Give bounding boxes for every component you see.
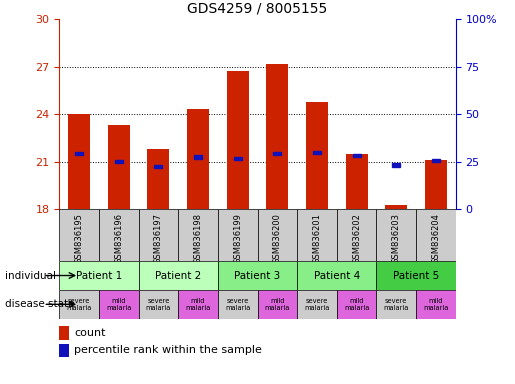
Text: Patient 4: Patient 4: [314, 270, 360, 281]
Text: individual: individual: [5, 270, 56, 281]
Bar: [273, 152, 281, 156]
Bar: [416, 290, 456, 319]
Bar: [108, 125, 130, 209]
Text: Patient 3: Patient 3: [234, 270, 281, 281]
Bar: [337, 290, 376, 319]
Bar: [297, 290, 337, 319]
Text: percentile rank within the sample: percentile rank within the sample: [75, 345, 262, 356]
Bar: [178, 290, 218, 319]
Bar: [99, 209, 139, 261]
Text: GSM836200: GSM836200: [273, 214, 282, 264]
Bar: [392, 163, 400, 167]
Bar: [432, 159, 440, 162]
Text: GSM836201: GSM836201: [313, 214, 321, 264]
Text: severe
malaria: severe malaria: [66, 298, 92, 311]
Text: GSM836198: GSM836198: [194, 214, 202, 265]
Text: severe
malaria: severe malaria: [384, 298, 409, 311]
Text: severe
malaria: severe malaria: [225, 298, 250, 311]
Text: mild
malaria: mild malaria: [423, 298, 449, 311]
Text: GSM836203: GSM836203: [392, 214, 401, 265]
Bar: [194, 156, 202, 159]
Bar: [313, 151, 321, 154]
Bar: [258, 209, 297, 261]
Bar: [59, 326, 69, 340]
Bar: [337, 209, 376, 261]
Bar: [154, 165, 162, 168]
Text: GSM836202: GSM836202: [352, 214, 361, 264]
Bar: [218, 290, 258, 319]
Bar: [59, 209, 99, 261]
Text: count: count: [75, 328, 106, 338]
Text: Patient 5: Patient 5: [393, 270, 439, 281]
Bar: [376, 290, 416, 319]
Bar: [147, 149, 169, 209]
Bar: [376, 209, 416, 261]
Bar: [115, 160, 123, 163]
Bar: [346, 154, 368, 209]
Text: disease state: disease state: [5, 299, 75, 310]
Text: severe
malaria: severe malaria: [146, 298, 171, 311]
Text: mild
malaria: mild malaria: [106, 298, 131, 311]
Bar: [218, 209, 258, 261]
Text: mild
malaria: mild malaria: [265, 298, 290, 311]
Bar: [306, 102, 328, 209]
Text: GSM836197: GSM836197: [154, 214, 163, 265]
Text: GSM836199: GSM836199: [233, 214, 242, 264]
Bar: [258, 290, 297, 319]
Bar: [139, 261, 218, 290]
Bar: [218, 261, 297, 290]
Bar: [139, 290, 178, 319]
Text: severe
malaria: severe malaria: [304, 298, 330, 311]
Bar: [59, 290, 99, 319]
Bar: [59, 344, 69, 357]
Bar: [187, 109, 209, 209]
Bar: [266, 64, 288, 209]
Text: GSM836196: GSM836196: [114, 214, 123, 265]
Bar: [178, 209, 218, 261]
Text: GSM836204: GSM836204: [432, 214, 440, 264]
Text: mild
malaria: mild malaria: [185, 298, 211, 311]
Bar: [99, 290, 139, 319]
Bar: [227, 71, 249, 209]
Bar: [59, 261, 139, 290]
Text: Patient 1: Patient 1: [76, 270, 122, 281]
Bar: [297, 261, 376, 290]
Text: mild
malaria: mild malaria: [344, 298, 369, 311]
Title: GDS4259 / 8005155: GDS4259 / 8005155: [187, 1, 328, 15]
Bar: [376, 261, 456, 290]
Text: GSM836195: GSM836195: [75, 214, 83, 264]
Bar: [68, 114, 90, 209]
Bar: [353, 154, 360, 157]
Bar: [385, 205, 407, 209]
Text: Patient 2: Patient 2: [155, 270, 201, 281]
Bar: [234, 157, 242, 160]
Bar: [75, 152, 83, 156]
Bar: [139, 209, 178, 261]
Bar: [416, 209, 456, 261]
Bar: [425, 160, 447, 209]
Bar: [297, 209, 337, 261]
